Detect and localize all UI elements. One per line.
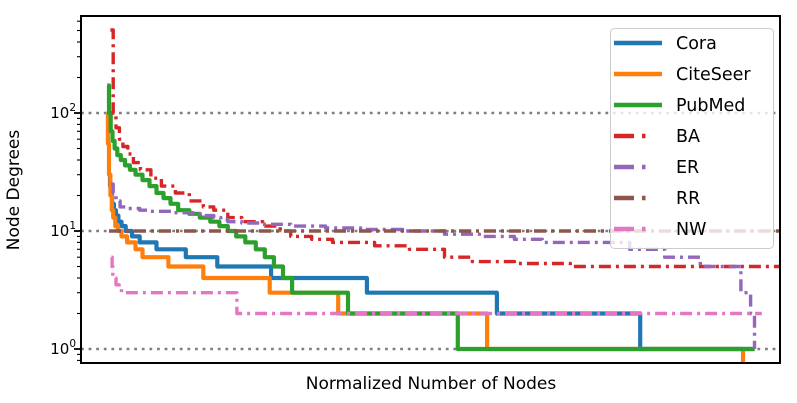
legend-entry-rr: RR [614, 189, 700, 209]
y-tick-label: 100 [50, 338, 76, 358]
y-axis-ticks [74, 20, 81, 361]
legend-entry-cora: Cora [614, 34, 717, 54]
legend-entry-nw: NW [614, 220, 706, 240]
series-line-pubmed [106, 83, 755, 352]
series-line-nw [110, 255, 762, 316]
legend: Cora CiteSeer PubMed BA ER RR NW [610, 28, 774, 249]
axes-frame [80, 15, 781, 364]
legend-entry-ba: BA [614, 127, 700, 147]
grid-lines [81, 111, 780, 351]
x-axis-label: Normalized Number of Nodes [306, 374, 557, 394]
legend-entry-citeseer: CiteSeer [614, 65, 751, 85]
y-tick-labels: 100 101 102 [50, 102, 76, 358]
series-line-er [111, 182, 757, 349]
legend-label: PubMed [676, 96, 745, 116]
legend-box [610, 28, 774, 249]
legend-label: CiteSeer [676, 65, 751, 85]
legend-label: NW [676, 220, 706, 240]
y-tick-label: 102 [50, 102, 76, 122]
legend-entry-pubmed: PubMed [614, 96, 745, 116]
series-line-ba [110, 28, 780, 269]
legend-entry-er: ER [614, 158, 699, 178]
legend-label: Cora [676, 34, 717, 54]
y-axis-label: Node Degrees [4, 130, 24, 251]
y-tick-label: 101 [50, 220, 76, 240]
legend-label: ER [676, 158, 699, 178]
legend-label: RR [676, 189, 700, 209]
legend-label: BA [676, 127, 700, 147]
